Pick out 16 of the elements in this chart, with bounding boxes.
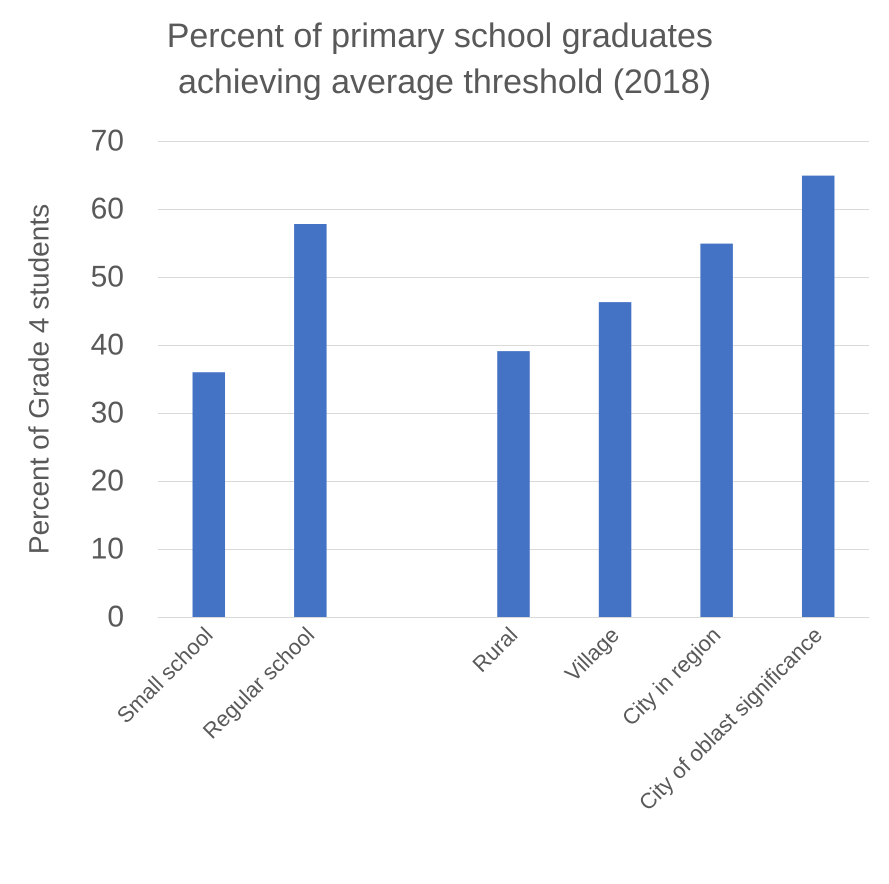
bar (598, 302, 632, 617)
y-tick-label: 10 (90, 532, 124, 566)
bar (294, 224, 327, 617)
y-tick-label: 40 (90, 328, 124, 362)
y-tick-label: 0 (107, 600, 124, 634)
bar (802, 176, 834, 617)
y-tick-label: 20 (90, 464, 124, 498)
bar (497, 351, 530, 617)
bar (192, 372, 226, 617)
y-tick-label: 50 (90, 260, 124, 294)
chart-title: Percent of primary school graduates achieving average threshold (2018) (166, 17, 722, 101)
y-axis-title: Percent of Grade 4 students (24, 204, 54, 554)
y-tick-label: 70 (90, 124, 124, 158)
bar (700, 244, 733, 617)
y-tick-label: 30 (90, 396, 124, 430)
y-tick-label: 60 (90, 192, 124, 226)
